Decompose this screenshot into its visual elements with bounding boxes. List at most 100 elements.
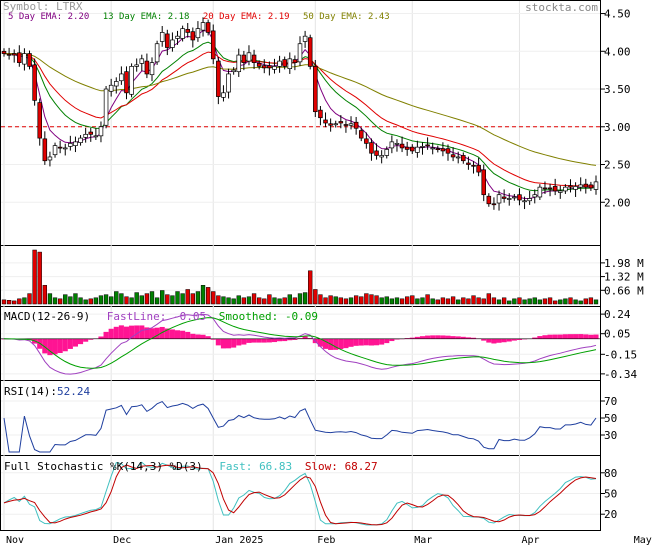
volume-bar [246, 296, 252, 305]
candle-body [1, 50, 7, 54]
macd-hist-bar [430, 335, 436, 339]
volume-bar [308, 270, 313, 305]
volume-bar [496, 299, 502, 305]
volume-bar [6, 300, 12, 305]
candle-body [420, 146, 425, 148]
rsi-legend: RSI(14):52.24 [4, 385, 90, 398]
volume-bar [180, 293, 185, 305]
macd-hist-bar [169, 329, 175, 339]
macd-hist-bar [200, 334, 206, 339]
macd-hist-bar [174, 330, 181, 339]
macd-hist-bar [113, 326, 119, 339]
volume-bar [190, 293, 195, 305]
volume-bar [42, 285, 47, 305]
volume-bar [195, 291, 201, 305]
candle-body [103, 88, 109, 126]
volume-bar [507, 300, 512, 305]
candle-body [200, 22, 206, 31]
macd-hist-bar [501, 338, 507, 343]
volume-bar [389, 298, 395, 305]
macd-hist-bar [180, 330, 186, 339]
candle-body [272, 66, 277, 70]
candle-body [517, 194, 522, 201]
macd-hist-bar [42, 338, 48, 354]
macd-hist-bar [307, 338, 313, 339]
volume-bar [200, 285, 206, 305]
candle-body [593, 181, 599, 190]
candle-body [32, 64, 37, 101]
x-tick-label-5: Apr [521, 535, 539, 546]
macd-hist-bar [445, 335, 451, 339]
volume-bar [542, 298, 548, 305]
volume-bar [251, 293, 257, 305]
macd-hist-bar [277, 338, 283, 342]
candle-body [251, 54, 257, 63]
stoch-tick-label-1: 50 [604, 488, 617, 501]
volume-bar [405, 296, 410, 305]
macd-hist-bar [256, 338, 262, 343]
macd-hist-bar [47, 338, 53, 356]
volume-bars [1, 249, 599, 305]
price-tick-label-5: 2.00 [604, 196, 631, 209]
candle-body [435, 148, 441, 151]
candle-body [578, 184, 583, 188]
candle-body [27, 53, 32, 67]
grid-lines [1, 1, 600, 530]
volume-bar [185, 289, 190, 305]
volume-bar [63, 294, 68, 305]
macd-hist-bar [552, 334, 558, 339]
macd-smooth-line [3, 317, 597, 369]
macd-hist-bar [139, 325, 145, 339]
candle-body [563, 186, 568, 192]
candle-body [440, 148, 446, 152]
candle-body [430, 147, 435, 150]
price-tick-label-3: 3.00 [604, 121, 631, 134]
ema50-line [4, 53, 597, 166]
macd-hist-bar [185, 331, 191, 339]
candle-body [205, 22, 211, 33]
volume-bar [160, 290, 165, 305]
volume-bar [32, 249, 37, 305]
candle-body [11, 53, 17, 56]
candle-body [537, 186, 543, 198]
volume-bar [109, 296, 114, 305]
macd-hist-bar [516, 338, 522, 340]
volume-bar [537, 299, 543, 305]
volume-bar [338, 297, 343, 305]
macd-hist-bar [368, 338, 374, 346]
macd-hist-bar [404, 338, 410, 339]
macd-hist-bar [496, 338, 502, 343]
macd-hist-bar [562, 334, 568, 339]
volume-bar [527, 298, 532, 305]
y-tick-labels: 4.50 4.00 3.50 3.00 2.50 2.00 1.98 M1.32 M0.66… [600, 8, 644, 521]
macd-hist-bar [353, 338, 359, 346]
candle-body [445, 148, 451, 154]
macd-hist-bar [195, 334, 201, 339]
volume-bar [425, 294, 430, 305]
volume-bar [287, 294, 292, 305]
volume-bar [481, 298, 486, 305]
candle-body [491, 203, 497, 206]
volume-bar [83, 299, 88, 305]
candle-body [195, 28, 201, 39]
macd-hist-bar [246, 338, 252, 343]
macd-hist-bar [57, 338, 63, 353]
volume-bar [98, 295, 104, 305]
candle-body [256, 63, 262, 67]
indicator-lines [3, 30, 597, 526]
macd-hist-bar [322, 338, 329, 349]
candle-body [124, 71, 129, 94]
volume-bar [456, 299, 461, 305]
volume-bar [440, 297, 446, 305]
volume-bar [420, 297, 425, 305]
candle-body [190, 31, 196, 41]
candle-body [241, 54, 247, 63]
candle-body [389, 141, 395, 149]
volume-bar [139, 295, 144, 305]
macd-histogram [1, 325, 600, 356]
candle-body [149, 62, 155, 76]
stoch-tick-label-2: 20 [604, 508, 617, 521]
volume-bar [134, 292, 139, 305]
volume-bar [226, 297, 231, 305]
